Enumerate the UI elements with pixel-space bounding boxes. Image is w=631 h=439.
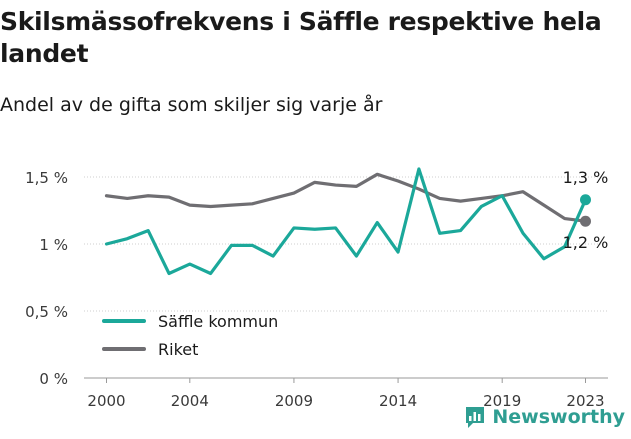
chart-subtitle: Andel av de gifta som skiljer sig varje … bbox=[0, 94, 383, 116]
brand-name: Newsworthy bbox=[492, 406, 625, 428]
series-line-saffle bbox=[104, 167, 588, 276]
end-label-saffle: 1,3 % bbox=[563, 168, 609, 187]
y-tick-label: 1,5 % bbox=[25, 169, 68, 187]
end-point-riket bbox=[580, 215, 591, 227]
y-tick-label: 1 % bbox=[39, 236, 68, 254]
y-tick-label: 0,5 % bbox=[25, 303, 68, 321]
newsworthy-logo: Newsworthy bbox=[464, 405, 625, 429]
legend-label: Riket bbox=[158, 340, 198, 359]
x-tick-label: 2014 bbox=[379, 392, 417, 410]
x-tick-label: 2000 bbox=[87, 392, 125, 410]
legend-label: Säffle kommun bbox=[158, 312, 278, 331]
y-tick-label: 0 % bbox=[39, 370, 68, 388]
end-label-riket: 1,2 % bbox=[563, 233, 609, 252]
x-tick-label: 2009 bbox=[275, 392, 313, 410]
end-point-saffle bbox=[580, 194, 591, 206]
x-tick-label: 2023 bbox=[566, 392, 604, 410]
series-line-riket bbox=[104, 172, 588, 223]
chart-title: Skilsmässofrekvens i Säffle respektive h… bbox=[0, 7, 602, 68]
newsworthy-logo-icon bbox=[466, 407, 485, 428]
x-tick-label: 2004 bbox=[171, 392, 209, 410]
x-tick-label: 2019 bbox=[483, 392, 521, 410]
